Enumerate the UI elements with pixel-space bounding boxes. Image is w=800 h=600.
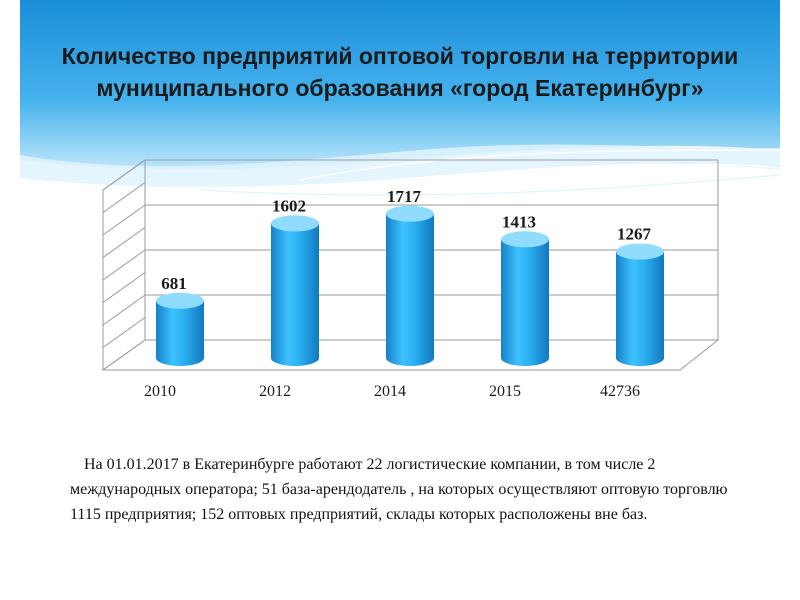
bar-body — [156, 300, 204, 366]
bar-2010 — [156, 292, 204, 366]
bar-top — [386, 205, 434, 222]
bar-top — [156, 292, 204, 309]
side-gridline — [102, 249, 146, 281]
chart-bars — [156, 205, 664, 366]
chart-labels: 681 2010 1602 2012 1717 2014 1413 2015 1267 42736 — [144, 187, 652, 400]
side-gridline — [102, 317, 146, 348]
bar-2014 — [386, 205, 434, 366]
x-tick-label-2010: 2010 — [144, 383, 176, 400]
x-tick-label-2015: 2015 — [489, 383, 521, 400]
data-label-2012: 1602 — [272, 196, 306, 215]
side-gridline — [102, 182, 146, 213]
data-label-2015: 1413 — [502, 212, 536, 231]
bar-2012 — [271, 215, 319, 366]
side-gridline — [102, 204, 146, 236]
bar-body — [386, 213, 434, 366]
bar-chart: 681 2010 1602 2012 1717 2014 1413 2015 1267 42736 — [101, 159, 720, 400]
side-gridline — [102, 272, 146, 303]
bar-top — [616, 243, 664, 260]
bar-42736 — [616, 243, 664, 366]
bar-body — [271, 223, 319, 366]
x-tick-label-42736: 42736 — [600, 383, 640, 400]
chart-frame — [101, 159, 720, 371]
side-gridline — [102, 227, 146, 258]
bar-2015 — [501, 231, 549, 366]
info-paragraph: На 01.01.2017 в Екатеринбурге работают 2… — [70, 456, 728, 523]
data-label-2014: 1717 — [387, 187, 422, 206]
data-label-42736: 1267 — [617, 225, 652, 244]
x-tick-label-2012: 2012 — [259, 383, 291, 400]
bar-top — [271, 215, 319, 232]
side-gridline — [102, 294, 146, 326]
header-wave-banner — [20, 0, 781, 201]
bar-body — [501, 239, 549, 366]
slide-title: Количество предприятий оптовой торговли … — [61, 43, 739, 101]
x-tick-label-2014: 2014 — [374, 383, 406, 400]
data-label-2010: 681 — [161, 274, 187, 293]
bar-top — [501, 231, 549, 248]
bar-body — [616, 251, 664, 366]
side-gridline — [102, 159, 146, 191]
